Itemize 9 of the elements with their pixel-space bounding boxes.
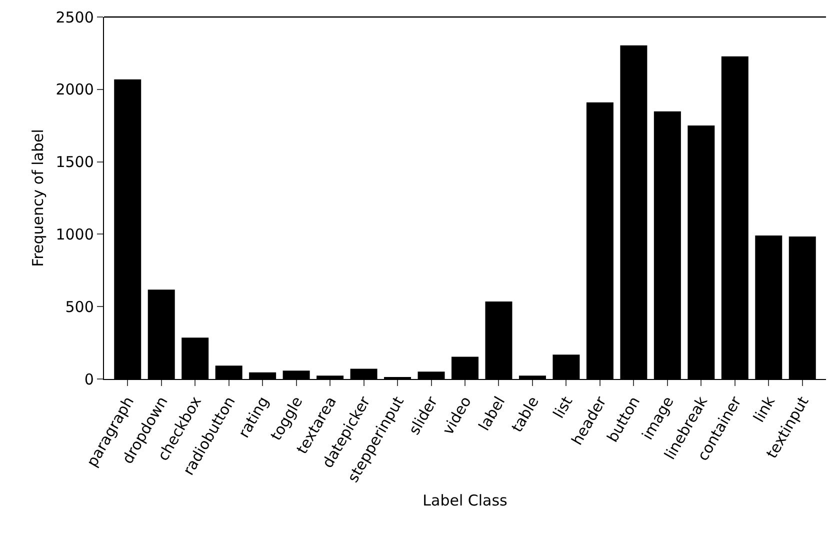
- x-tick-label: list: [550, 393, 576, 422]
- y-tick-label: 500: [65, 298, 94, 316]
- y-tick-label: 1500: [56, 153, 94, 172]
- y-tick-label: 2500: [56, 8, 94, 26]
- x-axis-title: Label Class: [422, 491, 508, 510]
- y-axis-title: Frequency of label: [28, 129, 47, 267]
- y-tick-label: 2000: [56, 80, 94, 99]
- y-tick-label: 0: [84, 370, 94, 388]
- y-tick-label: 1000: [56, 225, 94, 244]
